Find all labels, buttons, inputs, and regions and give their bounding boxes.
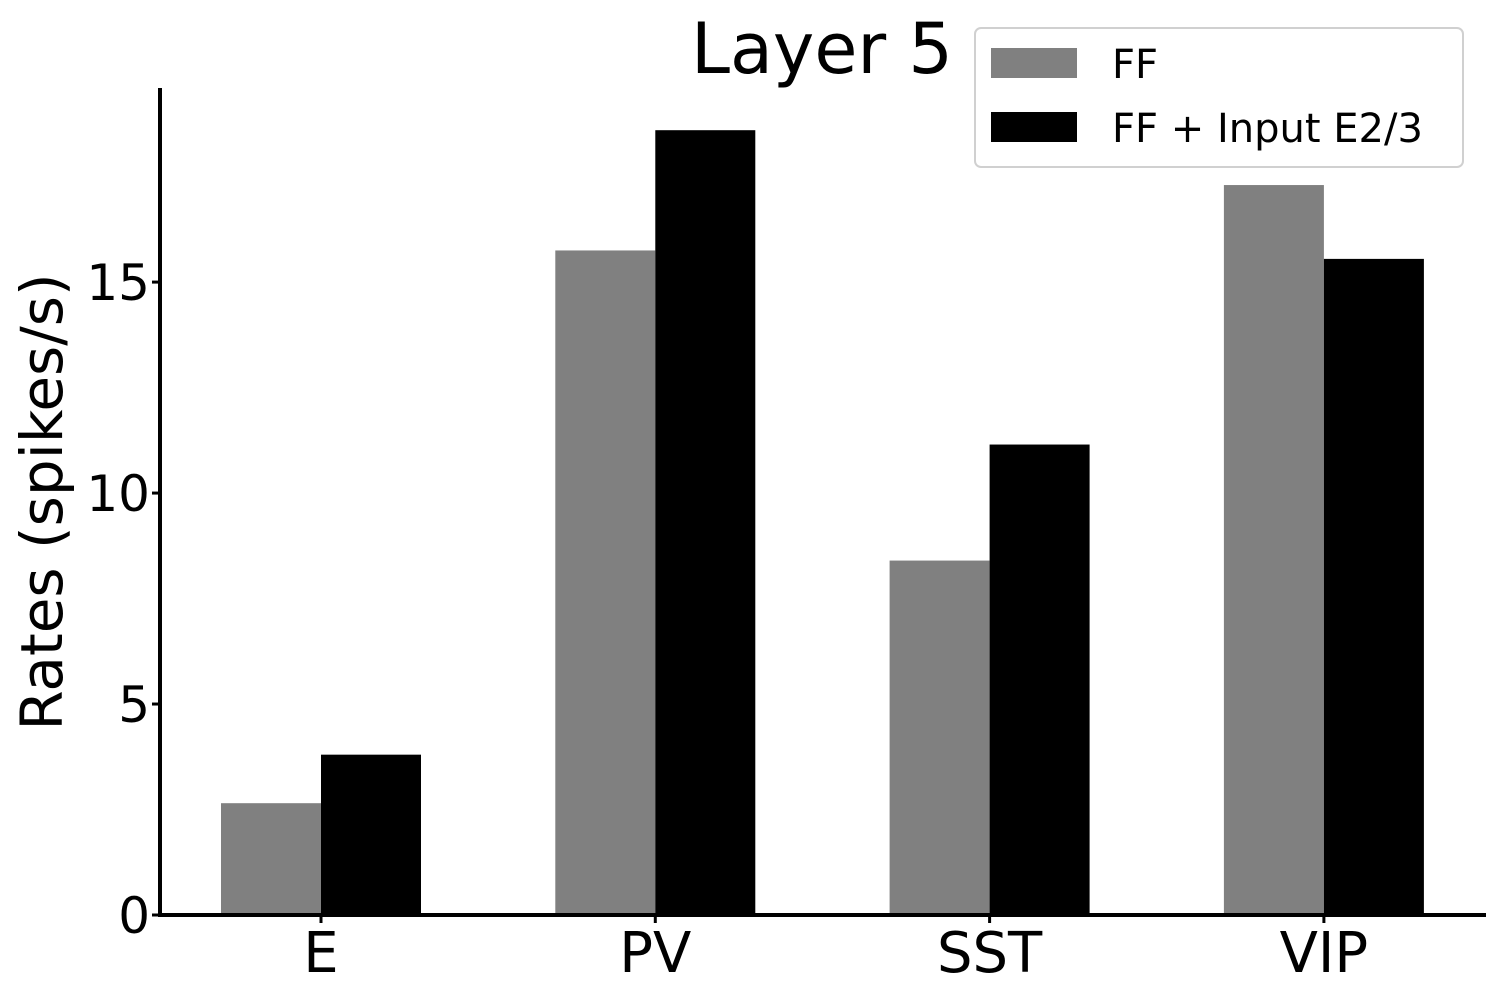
bars-group [221,130,1424,916]
y-tick-label: 5 [118,676,150,734]
chart-title: Layer 5 [691,8,953,90]
y-tick-label: 15 [86,254,150,312]
bar-pv-series-1 [655,130,756,916]
y-tick-label: 10 [86,465,150,523]
x-tick-label: SST [937,921,1043,986]
legend-frame [974,27,1464,168]
bar-e-series-0 [221,803,321,915]
y-tick-label: 0 [118,887,150,945]
bar-sst-series-0 [889,560,990,915]
legend-swatch-ff-input [991,112,1077,142]
legend: FF FF + Input E2/3 [974,27,1464,168]
bar-e-series-1 [321,754,421,915]
x-tick-label: PV [619,921,691,986]
axes-group [158,88,1486,917]
legend-label-ff-input: FF + Input E2/3 [1112,106,1423,152]
bar-vip-series-1 [1323,258,1424,915]
bar-pv-series-0 [555,250,656,916]
bar-sst-series-1 [989,444,1090,915]
x-ticks-group: E PV SST VIP [303,915,1368,986]
legend-label-ff: FF [1112,42,1158,88]
y-ticks-group: 0 5 10 15 [86,254,160,945]
y-axis-title: Rates (spikes/s) [8,273,76,730]
x-tick-label: E [303,921,338,986]
x-tick-label: VIP [1280,921,1369,986]
bar-vip-series-0 [1223,185,1324,916]
legend-swatch-ff [991,48,1077,78]
